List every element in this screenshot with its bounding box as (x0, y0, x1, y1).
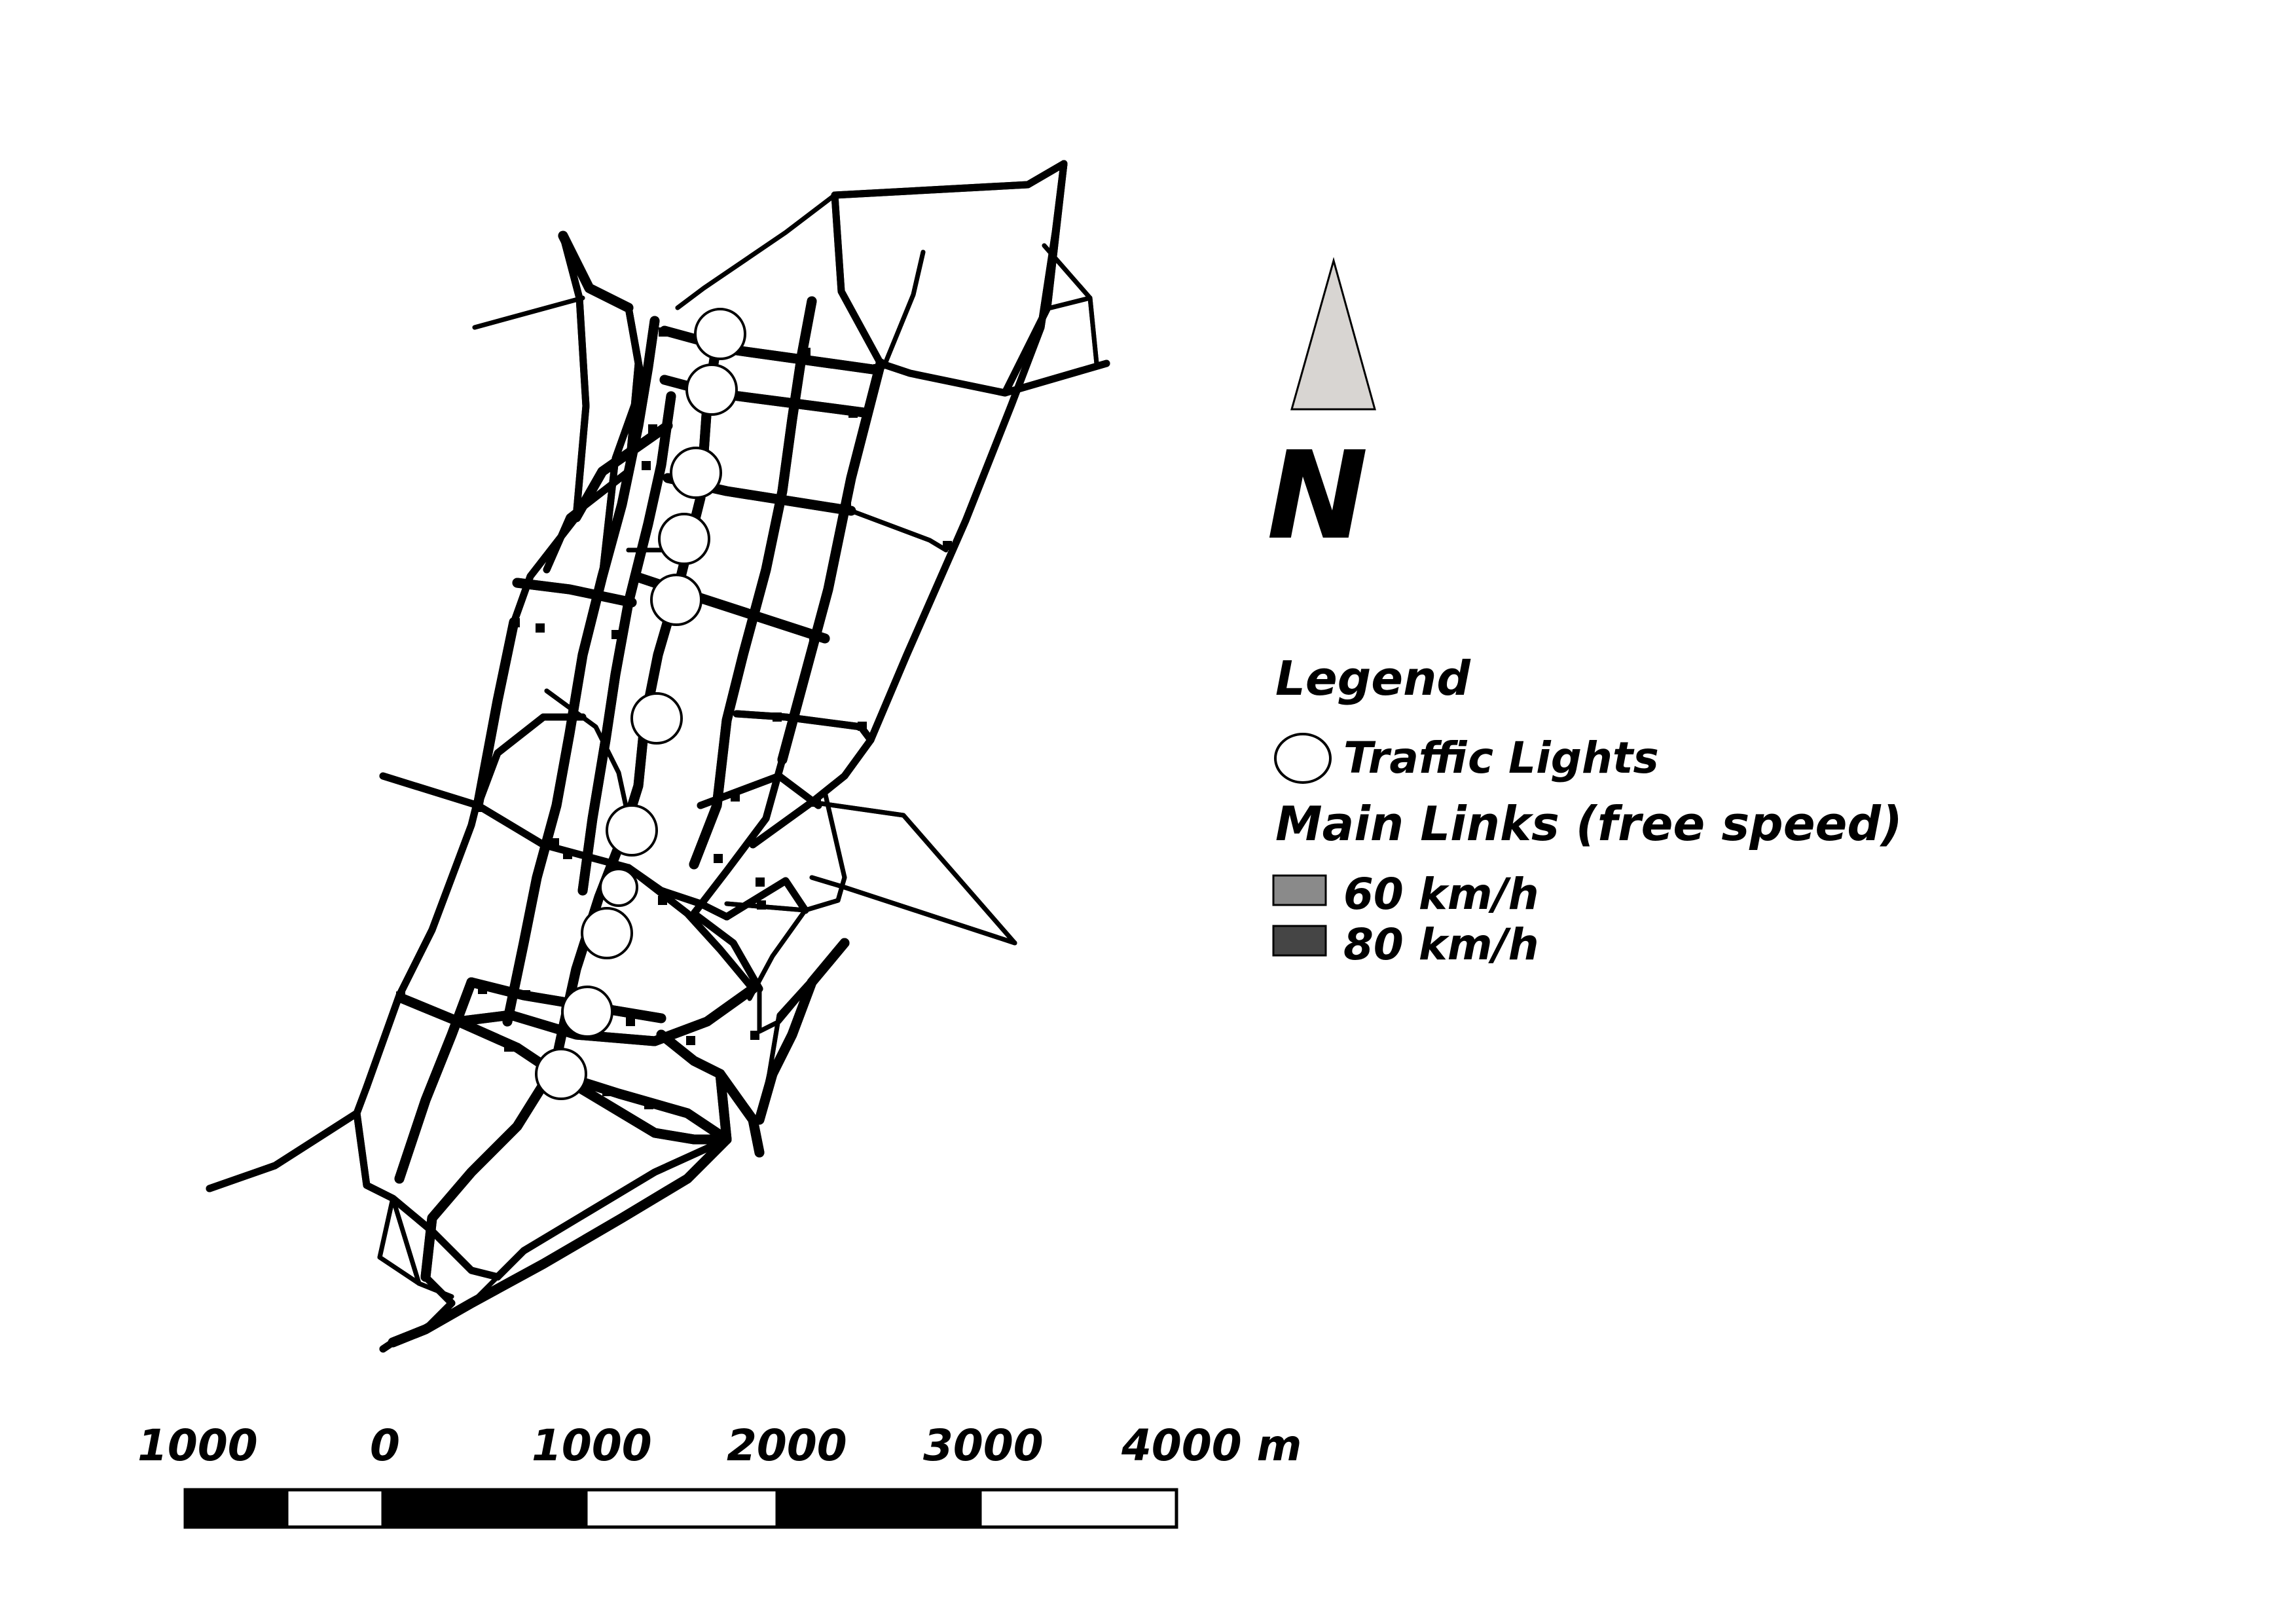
scale-bar (183, 1488, 1178, 1529)
traffic-light-legend-icon (1274, 733, 1332, 784)
scale-tick-label: 1000 (532, 1420, 652, 1471)
legend-60-label: 60 km/h (1343, 869, 1539, 919)
scale-tick-label: 4000 m (1121, 1420, 1302, 1471)
scale-tick-label: 0 (370, 1420, 400, 1471)
legend-title: Legend (1275, 651, 1470, 706)
legend-main-links-title: Main Links (free speed) (1275, 796, 1903, 851)
scale-tick-label: 3000 (923, 1420, 1044, 1471)
traffic-light-symbols (535, 308, 746, 1100)
junction-markers (396, 327, 952, 1143)
legend-traffic-lights-label: Traffic Lights (1343, 733, 1659, 783)
swatch-60kmh (1272, 874, 1327, 906)
scale-tick-label: 1000 (137, 1420, 258, 1471)
north-arrow-icon (1290, 257, 1376, 411)
scale-tick-label: 2000 (727, 1420, 847, 1471)
road-network (210, 164, 1106, 1349)
swatch-80kmh (1272, 925, 1327, 957)
legend-80-label: 80 km/h (1343, 919, 1539, 970)
north-label: N (1267, 425, 1368, 566)
